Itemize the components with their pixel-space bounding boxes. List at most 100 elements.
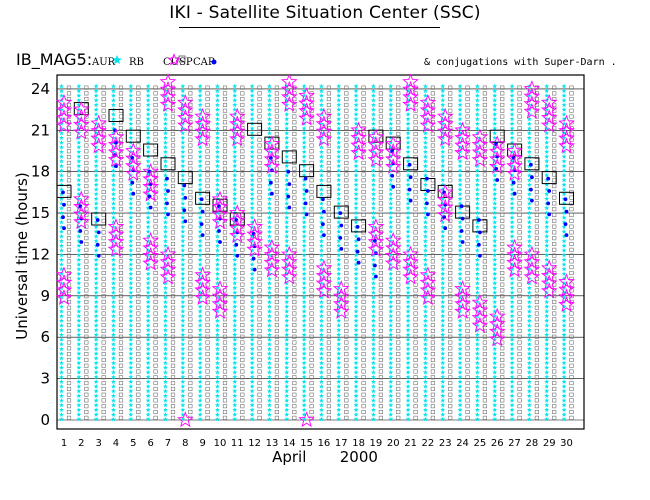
- cusp-square: [361, 253, 366, 258]
- cusp-square: [552, 404, 557, 409]
- cusp-square: [396, 311, 401, 316]
- cusp-square: [361, 363, 366, 368]
- plot-border: [56, 74, 585, 430]
- aur-star: [388, 257, 394, 262]
- cusp-square: [378, 311, 383, 316]
- aur-star: [267, 93, 272, 98]
- cap-star: [488, 150, 506, 167]
- aur-star: [492, 130, 498, 136]
- cusp-square: [136, 328, 141, 333]
- cusp-square: [309, 276, 314, 281]
- cusp-square: [84, 288, 89, 293]
- cusp-square: [292, 386, 297, 391]
- cusp-square: [430, 404, 435, 409]
- aur-star: [267, 369, 272, 375]
- aur-star: [544, 337, 550, 342]
- aur-star: [526, 97, 532, 103]
- aur-star: [544, 111, 550, 117]
- aur-star: [474, 393, 480, 398]
- cusp-square: [136, 247, 141, 252]
- cusp-square: [170, 363, 176, 368]
- aur-star: [59, 182, 64, 187]
- cusp-square: [222, 91, 228, 96]
- cusp-square: [118, 299, 124, 304]
- aur-star: [249, 379, 255, 384]
- cusp-square: [448, 224, 453, 229]
- cusp-square: [326, 410, 331, 414]
- aur-star: [163, 402, 168, 408]
- cusp-square: [309, 160, 314, 165]
- aur-star: [93, 121, 99, 126]
- aur-star: [561, 304, 567, 309]
- aur-star: [526, 402, 532, 408]
- aur-star: [474, 107, 480, 112]
- aur-star: [232, 121, 238, 126]
- cusp-square: [136, 271, 141, 275]
- cusp-square: [66, 299, 72, 304]
- aur-star: [509, 407, 515, 412]
- aur-star: [405, 407, 411, 412]
- cusp-square: [118, 282, 124, 287]
- aur-star: [561, 294, 567, 300]
- cusp-square: [205, 207, 210, 212]
- aur-star: [561, 243, 567, 248]
- cusp-square: [482, 91, 487, 96]
- x-tick-label: 10: [214, 438, 227, 449]
- cusp-square: [101, 236, 106, 241]
- legend-cap-star: [167, 53, 181, 66]
- conj-dot: [199, 222, 204, 227]
- aur-star: [353, 219, 359, 225]
- cusp-square: [517, 317, 522, 322]
- aur-star: [301, 257, 307, 262]
- cap-star: [471, 301, 489, 318]
- aur-star: [561, 88, 567, 94]
- aur-star: [284, 285, 290, 291]
- cusp-square: [378, 259, 383, 264]
- cusp-square: [465, 334, 470, 339]
- cusp-square: [309, 247, 314, 252]
- cusp-square: [66, 224, 72, 229]
- cusp-square: [136, 381, 141, 386]
- cap-star: [454, 295, 471, 312]
- aur-star: [267, 304, 272, 309]
- aur-star: [111, 83, 116, 89]
- aur-star: [492, 238, 498, 244]
- aur-star: [249, 125, 255, 131]
- aur-star: [145, 379, 151, 384]
- cusp-square: [361, 317, 366, 322]
- aur-star: [284, 397, 290, 403]
- aur-star: [492, 369, 498, 375]
- aur-star: [405, 196, 411, 201]
- cusp-square: [552, 242, 557, 246]
- cusp-square: [240, 276, 245, 281]
- cap-star: [367, 136, 385, 152]
- cusp-square: [257, 340, 262, 345]
- aur-star: [422, 102, 428, 108]
- conj-dot: [182, 208, 187, 213]
- cusp-square: [534, 299, 539, 304]
- cusp-square: [517, 184, 522, 189]
- cusp-square: [118, 340, 124, 345]
- cusp-square: [569, 242, 574, 246]
- aur-star: [215, 365, 220, 370]
- cusp-square: [188, 189, 193, 194]
- cusp-square: [500, 184, 505, 189]
- cusp-square: [326, 85, 331, 90]
- aur-star: [197, 374, 203, 380]
- cusp-square: [396, 195, 401, 200]
- cap-star: [263, 135, 281, 152]
- cusp-square: [66, 85, 72, 90]
- aur-star: [474, 144, 480, 150]
- cap-star: [384, 150, 402, 167]
- cusp-square: [482, 195, 487, 200]
- cusp-square: [84, 328, 89, 333]
- aur-star: [526, 182, 532, 187]
- aur-star: [422, 313, 428, 319]
- cusp-square: [448, 317, 453, 322]
- cusp-square: [170, 160, 176, 165]
- cusp-square: [101, 357, 106, 362]
- y-tick-label: 9: [40, 287, 50, 305]
- cusp-square: [344, 189, 349, 194]
- cusp-square: [569, 328, 574, 333]
- aur-star: [526, 243, 532, 248]
